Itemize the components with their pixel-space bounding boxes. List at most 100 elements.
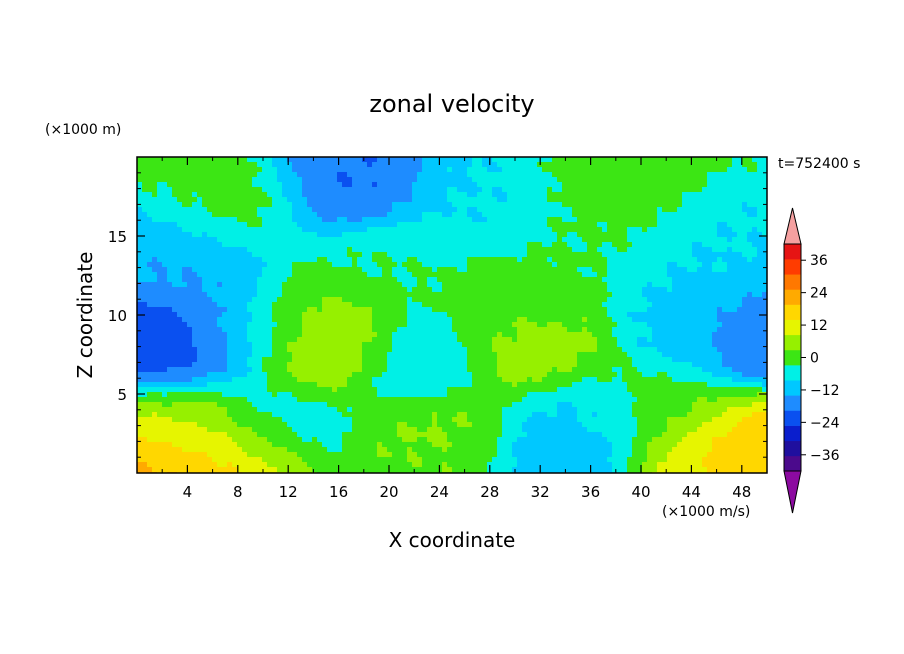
field-cell bbox=[187, 257, 193, 263]
field-cell bbox=[717, 317, 723, 323]
field-cell bbox=[657, 322, 663, 328]
field-cell bbox=[162, 307, 168, 313]
field-cell bbox=[177, 292, 183, 298]
field-cell bbox=[352, 332, 358, 338]
field-cell bbox=[192, 347, 198, 353]
field-cell bbox=[642, 317, 648, 323]
field-cell bbox=[762, 227, 768, 233]
field-cell bbox=[402, 327, 408, 333]
field-cell bbox=[732, 197, 738, 203]
field-cell bbox=[422, 222, 428, 228]
field-cell bbox=[462, 302, 468, 308]
field-cell bbox=[597, 307, 603, 313]
field-cell bbox=[642, 347, 648, 353]
field-cell bbox=[632, 197, 638, 203]
field-cell bbox=[717, 192, 723, 198]
field-cell bbox=[377, 192, 383, 198]
field-cell bbox=[607, 227, 613, 233]
field-cell bbox=[512, 287, 518, 293]
field-cell bbox=[282, 212, 288, 218]
field-cell bbox=[342, 242, 348, 248]
field-cell bbox=[432, 242, 438, 248]
field-cell bbox=[382, 162, 388, 168]
field-cell bbox=[317, 192, 323, 198]
field-cell bbox=[307, 157, 313, 163]
field-cell bbox=[487, 182, 493, 188]
field-cell bbox=[297, 342, 303, 348]
field-cell bbox=[462, 337, 468, 343]
field-cell bbox=[632, 312, 638, 318]
field-cell bbox=[472, 247, 478, 253]
field-cell bbox=[492, 347, 498, 353]
field-cell bbox=[667, 207, 673, 213]
field-cell bbox=[492, 182, 498, 188]
field-cell bbox=[557, 292, 563, 298]
field-cell bbox=[702, 347, 708, 353]
field-cell bbox=[532, 212, 538, 218]
field-cell bbox=[622, 192, 628, 198]
field-cell bbox=[457, 347, 463, 353]
field-cell bbox=[267, 247, 273, 253]
field-cell bbox=[392, 292, 398, 298]
field-cell bbox=[292, 207, 298, 213]
field-cell bbox=[142, 207, 148, 213]
field-cell bbox=[497, 312, 503, 318]
field-cell bbox=[227, 262, 233, 268]
field-cell bbox=[632, 307, 638, 313]
field-cell bbox=[537, 227, 543, 233]
field-cell bbox=[602, 307, 608, 313]
field-cell bbox=[512, 292, 518, 298]
field-cell bbox=[427, 252, 433, 258]
field-cell bbox=[582, 207, 588, 213]
field-cell bbox=[432, 217, 438, 223]
field-cell bbox=[297, 327, 303, 333]
field-cell bbox=[682, 282, 688, 288]
field-cell bbox=[477, 217, 483, 223]
field-cell bbox=[357, 207, 363, 213]
field-cell bbox=[737, 267, 743, 273]
field-cell bbox=[347, 342, 353, 348]
field-cell bbox=[237, 217, 243, 223]
field-cell bbox=[402, 167, 408, 173]
field-cell bbox=[577, 242, 583, 248]
field-cell bbox=[382, 202, 388, 208]
field-cell bbox=[712, 337, 718, 343]
field-cell bbox=[182, 272, 188, 278]
field-cell bbox=[157, 177, 163, 183]
field-cell bbox=[572, 302, 578, 308]
field-cell bbox=[357, 157, 363, 163]
field-cell bbox=[687, 312, 693, 318]
field-cell bbox=[452, 222, 458, 228]
field-cell bbox=[177, 307, 183, 313]
field-cell bbox=[277, 257, 283, 263]
field-cell bbox=[342, 157, 348, 163]
field-cell bbox=[372, 202, 378, 208]
field-cell bbox=[387, 187, 393, 193]
field-cell bbox=[457, 317, 463, 323]
field-cell bbox=[677, 192, 683, 198]
field-cell bbox=[272, 227, 278, 233]
field-cell bbox=[712, 242, 718, 248]
field-cell bbox=[652, 267, 658, 273]
field-cell bbox=[337, 202, 343, 208]
field-cell bbox=[567, 267, 573, 273]
field-cell bbox=[597, 182, 603, 188]
field-cell bbox=[492, 232, 498, 238]
field-cell bbox=[207, 242, 213, 248]
field-cell bbox=[532, 242, 538, 248]
field-cell bbox=[137, 242, 143, 248]
field-cell bbox=[472, 342, 478, 348]
field-cell bbox=[437, 232, 443, 238]
field-cell bbox=[427, 277, 433, 283]
field-cell bbox=[367, 342, 373, 348]
field-cell bbox=[532, 317, 538, 323]
field-cell bbox=[597, 332, 603, 338]
field-cell bbox=[522, 277, 528, 283]
field-cell bbox=[577, 327, 583, 333]
field-cell bbox=[487, 252, 493, 258]
field-cell bbox=[142, 177, 148, 183]
field-cell bbox=[277, 222, 283, 228]
field-cell bbox=[362, 182, 368, 188]
field-cell bbox=[227, 167, 233, 173]
field-cell bbox=[277, 317, 283, 323]
